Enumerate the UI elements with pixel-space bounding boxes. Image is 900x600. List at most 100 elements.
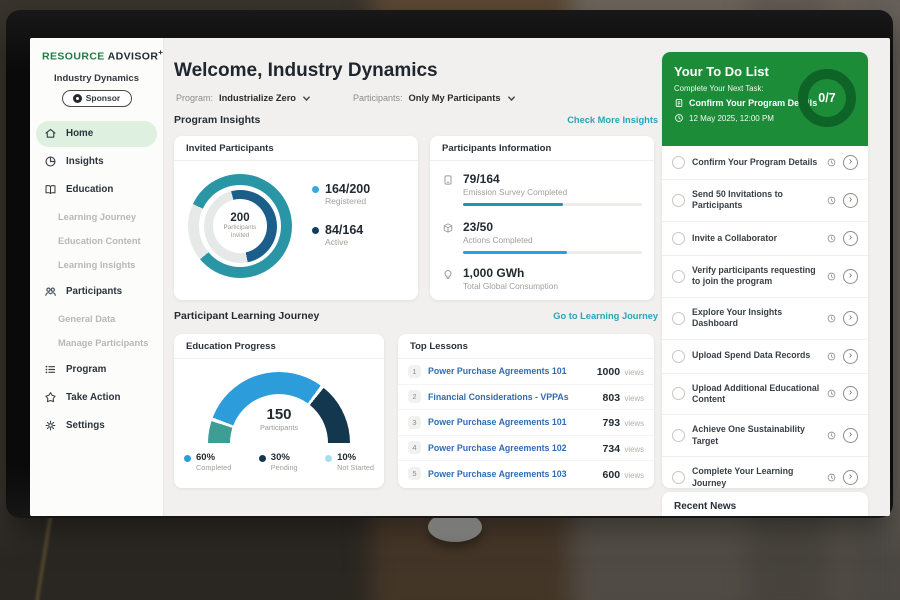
program-label: Program:	[176, 93, 214, 103]
task-checkbox[interactable]	[672, 156, 685, 169]
brand-secondary: ADVISOR	[107, 50, 159, 63]
task-checkbox[interactable]	[672, 193, 685, 207]
participants-select[interactable]: Participants: Only My Participants	[353, 93, 516, 103]
sidebar-item-program[interactable]: Program	[36, 357, 157, 383]
education-gauge-chart: 150 Participants	[208, 372, 350, 443]
sidebar-item-general-data[interactable]: General Data	[58, 313, 116, 324]
task-row[interactable]: Upload Additional Educational Content ›	[662, 374, 868, 416]
task-checkbox[interactable]	[672, 349, 685, 363]
lesson-rank: 3	[408, 415, 421, 429]
sidebar: RESOURCE ADVISOR+ Industry Dynamics Spon…	[30, 38, 164, 516]
chevron-right-icon[interactable]: ›	[843, 230, 858, 246]
legend-pending: 30% Pending	[258, 452, 298, 472]
app-logo: RESOURCE ADVISOR+	[30, 38, 163, 63]
task-row[interactable]: Upload Spend Data Records ›	[662, 340, 868, 374]
legend-completed: 60% Completed	[184, 452, 231, 472]
sponsor-badge-label: Sponsor	[85, 93, 121, 103]
chevron-right-icon[interactable]: ›	[843, 310, 858, 326]
clock-icon	[827, 234, 836, 243]
task-row[interactable]: Complete Your Learning Journey ›	[662, 457, 868, 488]
task-checkbox[interactable]	[672, 269, 685, 283]
home-icon	[44, 127, 58, 140]
section-title: Program Insights	[174, 114, 261, 126]
lesson-link[interactable]: Financial Considerations - VPPAs	[428, 391, 569, 402]
recent-news-card: Recent News	[662, 492, 868, 516]
sidebar-item-label: Participants	[66, 286, 123, 297]
chevron-right-icon[interactable]: ›	[843, 192, 858, 208]
task-checkbox[interactable]	[672, 471, 685, 485]
sidebar-item-label: Education	[66, 184, 114, 195]
chevron-right-icon[interactable]: ›	[843, 470, 858, 486]
clock-icon	[827, 272, 836, 281]
clock-icon	[827, 431, 836, 440]
clock-icon	[827, 196, 836, 205]
task-checkbox[interactable]	[672, 311, 685, 325]
task-row[interactable]: Send 50 Invitations to Participants ›	[662, 180, 868, 222]
sidebar-nav: Home Insights Education Learning Journey…	[30, 120, 163, 439]
program-select[interactable]: Program: Industrialize Zero	[176, 93, 311, 103]
program-insights-header: Program Insights Check More Insights →	[174, 114, 670, 126]
lesson-link[interactable]: Power Purchase Agreements 103	[428, 468, 567, 479]
sidebar-item-take-action[interactable]: Take Action	[36, 385, 157, 411]
lesson-link[interactable]: Power Purchase Agreements 102	[428, 442, 567, 453]
invited-donut-chart: 200 Participants Invited	[188, 174, 292, 278]
gauge-legend: 60% Completed 30% Pending 10% Not Starte…	[184, 452, 374, 472]
document-icon	[674, 98, 684, 108]
task-row[interactable]: Explore Your Insights Dashboard ›	[662, 298, 868, 340]
task-checkbox[interactable]	[672, 387, 685, 401]
chevron-down-icon	[302, 94, 311, 103]
sidebar-item-education[interactable]: Education	[36, 177, 157, 203]
lesson-link[interactable]: Power Purchase Agreements 101	[428, 417, 567, 428]
chevron-right-icon[interactable]: ›	[843, 268, 858, 284]
clock-icon	[827, 389, 836, 398]
sidebar-item-manage-participants[interactable]: Manage Participants	[58, 337, 149, 348]
check-more-insights-link[interactable]: Check More Insights →	[567, 115, 670, 125]
clock-icon	[827, 158, 836, 167]
filters: Program: Industrialize Zero Participants…	[176, 93, 516, 103]
chevron-right-icon[interactable]: ›	[843, 428, 858, 444]
sidebar-item-learning-insights[interactable]: Learning Insights	[58, 259, 136, 270]
task-row[interactable]: Verify participants requesting to join t…	[662, 256, 868, 298]
todo-subtitle: Complete Your Next Task:	[674, 84, 764, 93]
page-title: Welcome, Industry Dynamics	[174, 60, 438, 81]
todo-next-task: Confirm Your Program Details	[674, 98, 868, 108]
chevron-right-icon[interactable]: ›	[843, 348, 858, 364]
survey-icon	[442, 174, 455, 197]
sidebar-item-education-content[interactable]: Education Content	[58, 235, 141, 246]
donut-center-value: 200	[230, 212, 250, 225]
card-title: Invited Participants	[174, 136, 418, 161]
gauge-center-label: Participants	[259, 423, 299, 432]
chevron-right-icon[interactable]: ›	[843, 386, 858, 402]
todo-due-date: 12 May 2025, 12:00 PM	[674, 113, 868, 123]
legend-dot	[325, 455, 333, 462]
legend-dot	[312, 227, 319, 234]
task-row[interactable]: Invite a Collaborator ›	[662, 222, 868, 256]
legend-dot	[312, 186, 319, 193]
chevron-down-icon	[507, 94, 516, 103]
task-checkbox[interactable]	[672, 429, 685, 443]
learning-journey-header: Participant Learning Journey Go to Learn…	[174, 310, 670, 322]
task-row[interactable]: Achieve One Sustainability Target ›	[662, 415, 868, 458]
stat-actions: 23/50 Actions Completed	[442, 220, 642, 254]
lesson-rank: 5	[408, 467, 421, 481]
section-title: Participant Learning Journey	[174, 310, 320, 322]
todo-progress-value: 0/7	[818, 91, 836, 105]
invited-participants-card: Invited Participants 200 Participants Inv…	[174, 136, 418, 300]
lesson-link[interactable]: Power Purchase Agreements 101	[428, 366, 567, 377]
sidebar-item-participants[interactable]: Participants	[36, 279, 157, 305]
sidebar-item-home[interactable]: Home	[36, 120, 157, 147]
task-row[interactable]: Confirm Your Program Details ›	[662, 146, 868, 180]
education-progress-card: Education Progress 150 Participants 60% …	[174, 334, 384, 488]
sidebar-item-settings[interactable]: Settings	[36, 413, 157, 439]
stat-emission-survey: 79/164 Emission Survey Completed	[442, 172, 642, 206]
sidebar-item-insights[interactable]: Insights	[36, 149, 157, 175]
chevron-right-icon[interactable]: ›	[843, 155, 858, 170]
lesson-row: 3 Power Purchase Agreements 101 793 view…	[398, 410, 654, 436]
go-to-learning-journey-link[interactable]: Go to Learning Journey →	[553, 311, 670, 321]
task-checkbox[interactable]	[672, 231, 685, 245]
gauge-center-value: 150	[266, 406, 292, 423]
lesson-rank: 2	[408, 390, 421, 404]
legend-dot	[258, 455, 266, 462]
sidebar-item-learning-journey[interactable]: Learning Journey	[58, 211, 137, 222]
sidebar-item-label: Program	[66, 364, 107, 375]
